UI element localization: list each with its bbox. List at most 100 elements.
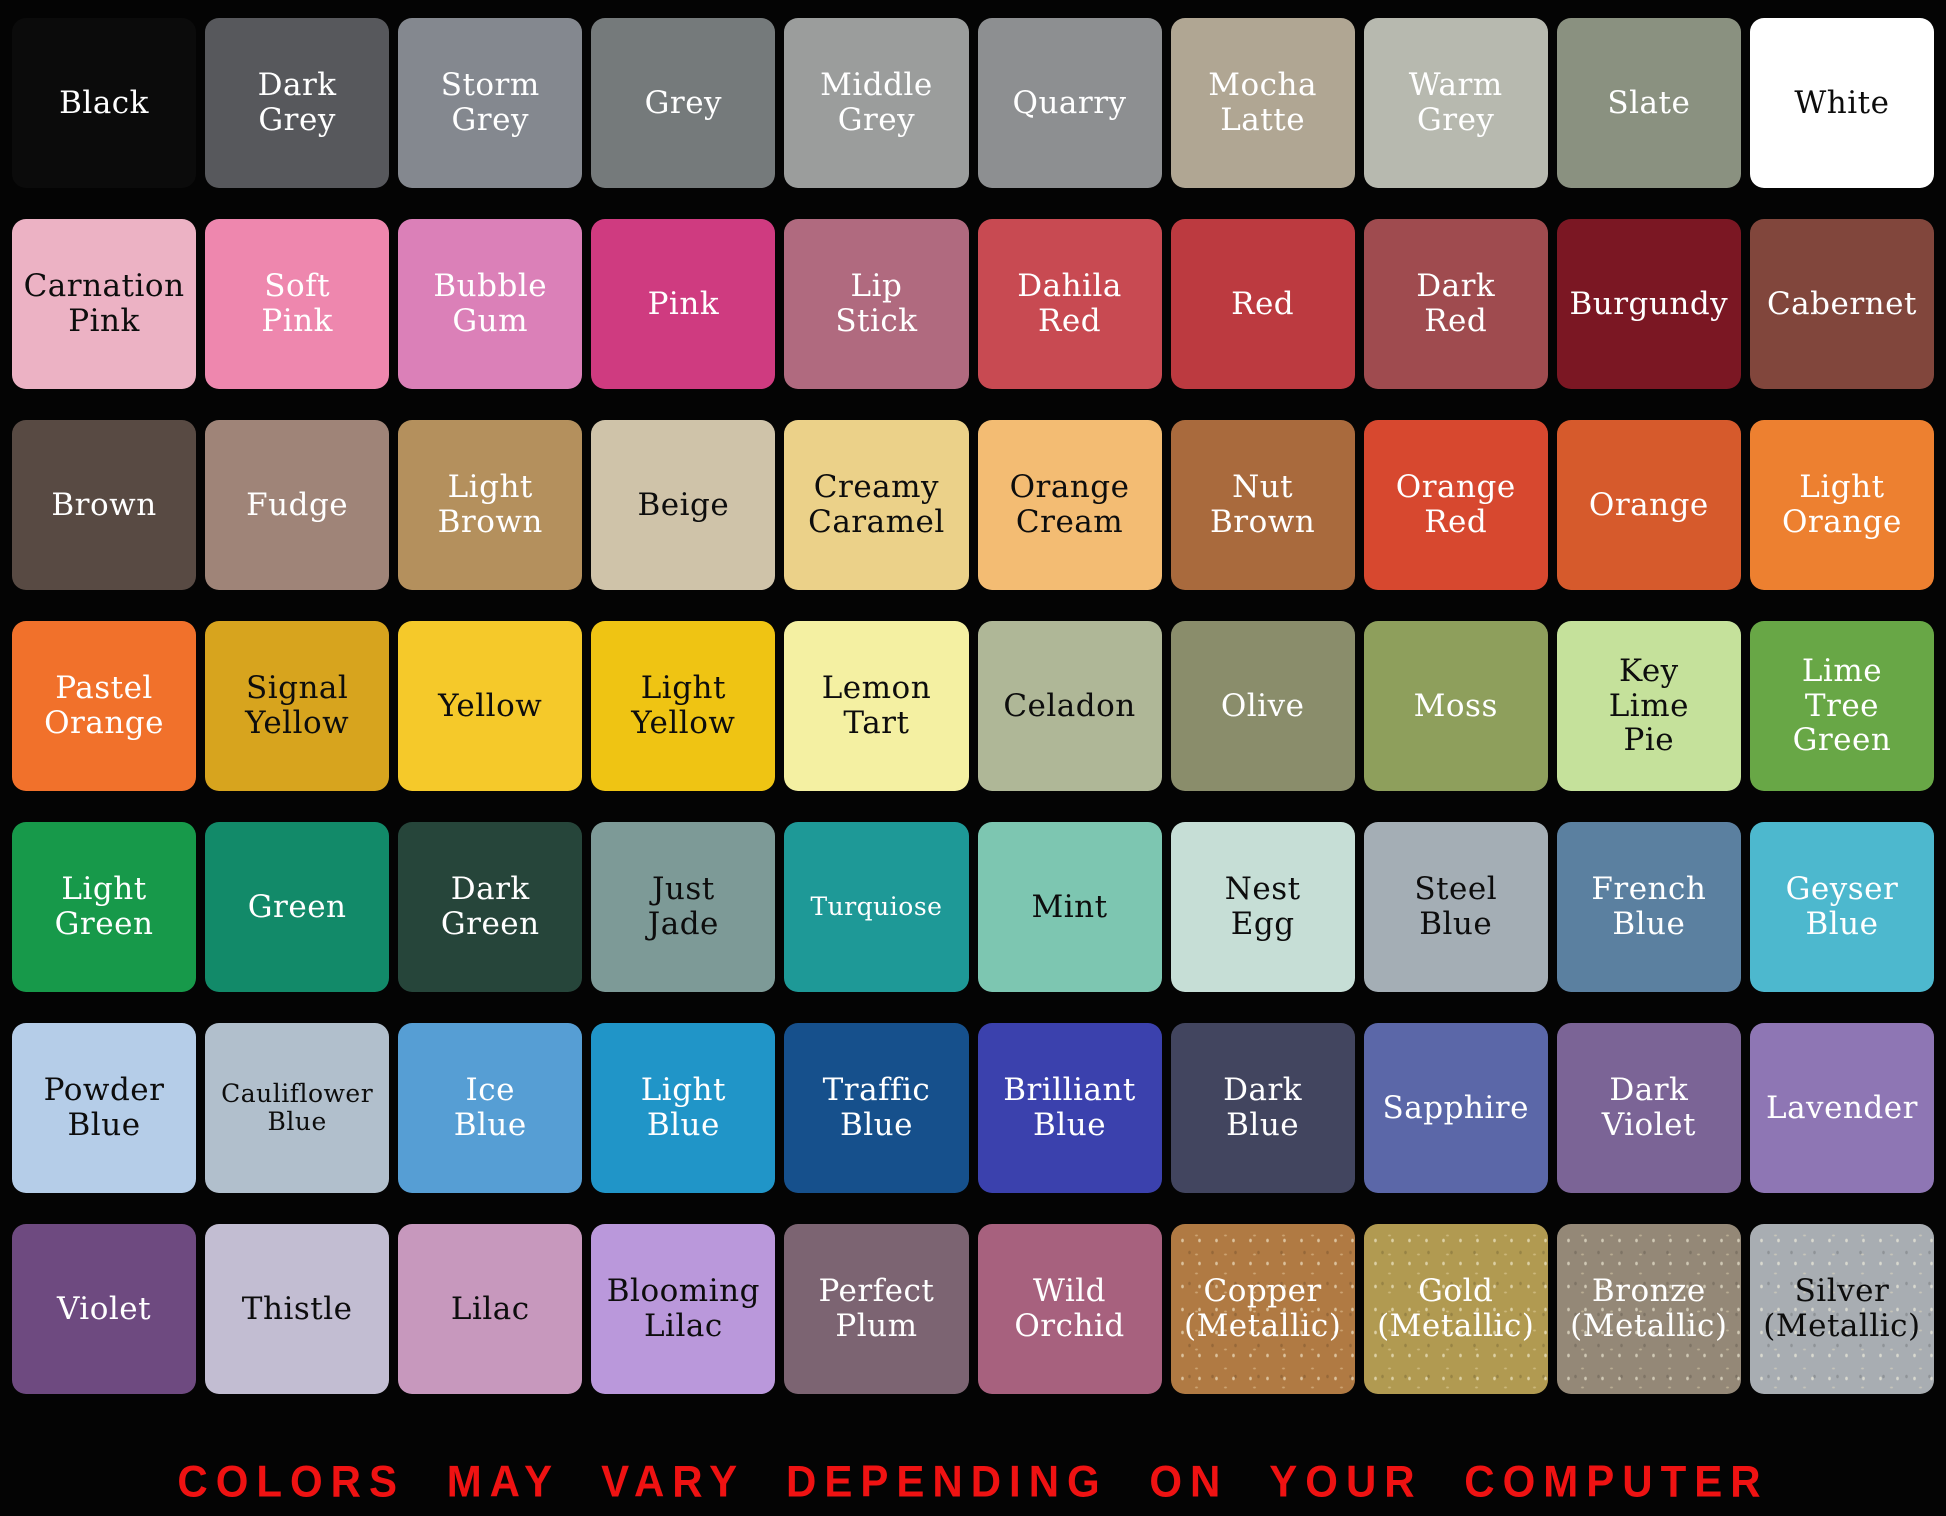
- color-swatch-ice-blue: Ice Blue: [398, 1023, 583, 1193]
- color-swatch-label: Dark Grey: [257, 67, 337, 138]
- color-swatch-label: Light Green: [54, 871, 154, 942]
- color-swatch-label: Just Jade: [647, 871, 719, 942]
- color-swatch-just-jade: Just Jade: [591, 822, 776, 992]
- color-swatch-label: Lime Tree Green: [1792, 652, 1892, 759]
- color-swatch-label: Celadon: [1003, 687, 1136, 724]
- color-swatch-label: Yellow: [438, 687, 543, 724]
- color-swatch-label: Light Orange: [1782, 469, 1902, 540]
- color-swatch-signal-yellow: Signal Yellow: [205, 621, 390, 791]
- color-swatch-lilac: Lilac: [398, 1224, 583, 1394]
- color-swatch-label: Sapphire: [1382, 1089, 1529, 1126]
- color-swatch-label: Mocha Latte: [1208, 67, 1317, 138]
- color-swatch-label: Lilac: [450, 1290, 530, 1327]
- color-swatch-label: Beige: [637, 486, 730, 523]
- color-swatch-beige: Beige: [591, 420, 776, 590]
- color-swatch-label: Creamy Caramel: [808, 469, 945, 540]
- color-swatch-brown: Brown: [12, 420, 197, 590]
- color-swatch-mocha-latte: Mocha Latte: [1170, 18, 1355, 188]
- color-swatch-lavender: Lavender: [1749, 1023, 1934, 1193]
- color-swatch-label: Cabernet: [1766, 285, 1917, 322]
- color-swatch-bronze-metallic: Bronze (Metallic): [1557, 1224, 1741, 1394]
- color-swatch-label: Storm Grey: [440, 67, 540, 138]
- color-swatch-pastel-orange: Pastel Orange: [12, 621, 197, 791]
- color-swatch-label: Cauliflower Blue: [221, 1079, 374, 1136]
- color-swatch-label: Black: [59, 84, 149, 121]
- color-swatch-soft-pink: Soft Pink: [205, 219, 390, 389]
- color-swatch-label: Thistle: [241, 1290, 353, 1327]
- color-swatch-key-lime-pie: Key Lime Pie: [1556, 621, 1741, 791]
- color-swatch-label: Bubble Gum: [433, 268, 548, 339]
- color-swatch-label: Dark Blue: [1223, 1072, 1303, 1143]
- color-swatch-label: Mint: [1031, 888, 1108, 925]
- color-swatch-gold-metallic: Gold (Metallic): [1364, 1224, 1548, 1394]
- color-swatch-label: Key Lime Pie: [1608, 652, 1689, 759]
- color-swatch-label: Red: [1231, 285, 1295, 322]
- color-swatch-brilliant-blue: Brilliant Blue: [977, 1023, 1162, 1193]
- color-grid: Black Dark Grey Storm Grey Grey Middle Grey Q…: [12, 18, 1934, 1394]
- color-swatch-label: Pink: [647, 285, 720, 322]
- color-swatch-burgundy: Burgundy: [1556, 219, 1741, 389]
- color-swatch-label: Violet: [56, 1290, 152, 1327]
- color-swatch-label: Orange Red: [1395, 469, 1516, 540]
- color-swatch-label: Grey: [644, 84, 723, 121]
- color-swatch-label: Moss: [1413, 687, 1498, 724]
- color-swatch-orange-red: Orange Red: [1363, 420, 1548, 590]
- color-swatch-label: Turquiose: [810, 892, 943, 921]
- color-swatch-mint: Mint: [977, 822, 1162, 992]
- color-swatch-steel-blue: Steel Blue: [1363, 822, 1548, 992]
- color-swatch-label: Light Blue: [640, 1072, 726, 1143]
- color-swatch-lemon-tart: Lemon Tart: [784, 621, 969, 791]
- color-swatch-label: Nest Egg: [1224, 871, 1301, 942]
- color-swatch-cauliflower-blue: Cauliflower Blue: [205, 1023, 390, 1193]
- color-swatch-geyser-blue: Geyser Blue: [1749, 822, 1934, 992]
- color-swatch-lip-stick: Lip Stick: [784, 219, 969, 389]
- color-swatch-grey: Grey: [591, 18, 776, 188]
- color-swatch-label: French Blue: [1591, 871, 1707, 942]
- color-swatch-thistle: Thistle: [205, 1224, 390, 1394]
- color-swatch-light-blue: Light Blue: [591, 1023, 776, 1193]
- color-swatch-label: Dark Red: [1416, 268, 1496, 339]
- color-swatch-turquiose: Turquiose: [784, 822, 969, 992]
- color-swatch-label: Gold (Metallic): [1377, 1273, 1535, 1344]
- color-swatch-label: Steel Blue: [1414, 871, 1498, 942]
- color-swatch-pink: Pink: [591, 219, 776, 389]
- color-swatch-label: Lip Stick: [835, 268, 918, 339]
- color-swatch-label: Olive: [1220, 687, 1305, 724]
- color-swatch-quarry: Quarry: [977, 18, 1162, 188]
- color-swatch-label: Dark Green: [440, 871, 540, 942]
- color-swatch-label: Dahila Red: [1017, 268, 1122, 339]
- color-swatch-label: Warm Grey: [1408, 67, 1503, 138]
- color-swatch-label: Middle Grey: [820, 67, 933, 138]
- color-swatch-label: Slate: [1607, 84, 1691, 121]
- color-swatch-light-brown: Light Brown: [398, 420, 583, 590]
- color-swatch-silver-metallic: Silver (Metallic): [1750, 1224, 1934, 1394]
- color-swatch-storm-grey: Storm Grey: [398, 18, 583, 188]
- color-swatch-label: Orange: [1588, 486, 1709, 523]
- color-swatch-dark-red: Dark Red: [1363, 219, 1548, 389]
- color-swatch-nest-egg: Nest Egg: [1170, 822, 1355, 992]
- color-swatch-traffic-blue: Traffic Blue: [784, 1023, 969, 1193]
- color-swatch-label: Carnation Pink: [23, 268, 185, 339]
- color-swatch-label: Copper (Metallic): [1183, 1273, 1342, 1344]
- color-swatch-label: Dark Violet: [1601, 1072, 1696, 1143]
- color-swatch-label: Fudge: [246, 486, 349, 523]
- color-swatch-dark-green: Dark Green: [398, 822, 583, 992]
- color-swatch-violet: Violet: [12, 1224, 197, 1394]
- color-swatch-label: Nut Brown: [1210, 469, 1316, 540]
- color-swatch-label: Orange Cream: [1009, 469, 1130, 540]
- color-swatch-label: Signal Yellow: [245, 670, 350, 741]
- color-swatch-label: Green: [247, 888, 347, 925]
- color-swatch-blooming-lilac: Blooming Lilac: [591, 1224, 776, 1394]
- color-swatch-wild-orchid: Wild Orchid: [977, 1224, 1162, 1394]
- color-swatch-orange-cream: Orange Cream: [977, 420, 1162, 590]
- color-swatch-perfect-plum: Perfect Plum: [784, 1224, 969, 1394]
- color-swatch-black: Black: [12, 18, 197, 188]
- color-swatch-label: White: [1794, 84, 1890, 121]
- color-swatch-label: Bronze (Metallic): [1570, 1273, 1728, 1344]
- color-swatch-light-green: Light Green: [12, 822, 197, 992]
- color-swatch-warm-grey: Warm Grey: [1363, 18, 1548, 188]
- color-swatch-light-yellow: Light Yellow: [591, 621, 776, 791]
- color-swatch-fudge: Fudge: [205, 420, 390, 590]
- color-swatch-powder-blue: Powder Blue: [12, 1023, 197, 1193]
